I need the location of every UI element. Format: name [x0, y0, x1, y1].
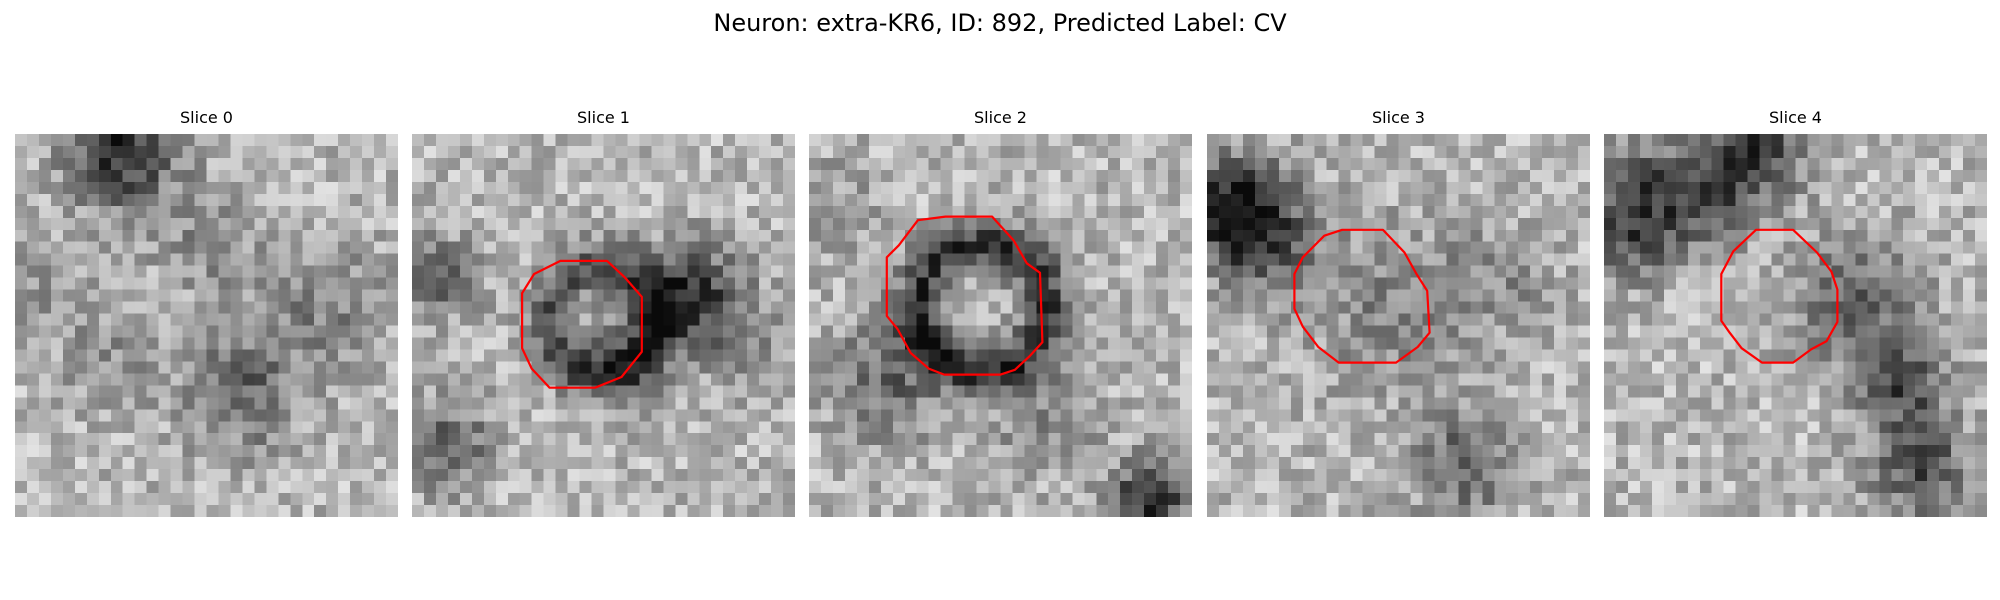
slice-panel-0: Slice 0 [15, 108, 398, 517]
slice-image [15, 134, 398, 517]
slice-image [1604, 134, 1987, 517]
slice-panel-3: Slice 3 [1207, 108, 1590, 517]
figure-title: Neuron: extra-KR6, ID: 892, Predicted La… [713, 9, 1287, 37]
slice-title: Slice 2 [974, 108, 1027, 127]
slice-panel-1: Slice 1 [412, 108, 795, 517]
slice-image [809, 134, 1192, 517]
slice-image [1207, 134, 1590, 517]
segmentation-contour [1293, 228, 1431, 364]
segmentation-contour [885, 215, 1044, 376]
slice-panel-4: Slice 4 [1604, 108, 1987, 517]
slice-image [412, 134, 795, 517]
slice-panel-2: Slice 2 [809, 108, 1192, 517]
segmentation-contour [1720, 228, 1839, 364]
slice-title: Slice 3 [1372, 108, 1425, 127]
slice-title: Slice 0 [180, 108, 233, 127]
segmentation-contour [520, 259, 643, 389]
slice-title: Slice 4 [1769, 108, 1822, 127]
slice-title: Slice 1 [577, 108, 630, 127]
